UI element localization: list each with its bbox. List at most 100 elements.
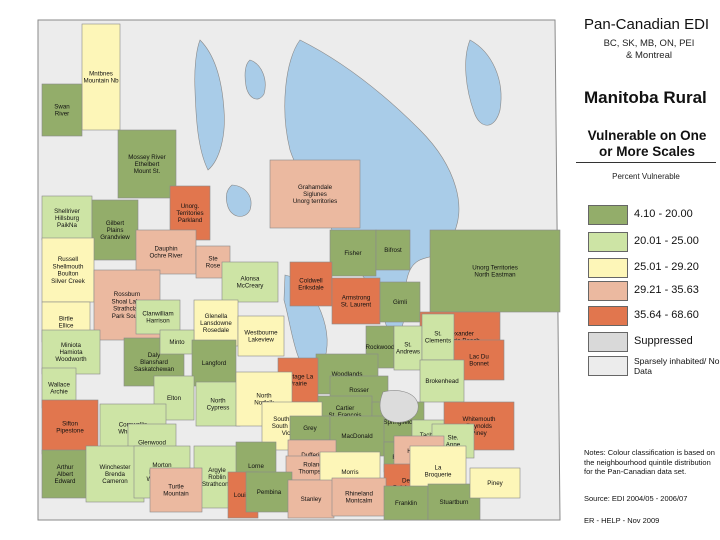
region: Minto [159, 329, 195, 355]
region-label-line: Piney [471, 430, 487, 437]
region-label-line: Morris [341, 469, 358, 476]
region-label-line: Mossey River [128, 154, 165, 161]
notes-text: Notes: Colour classification is based on… [584, 448, 715, 476]
region-label: Daly Blanshard Saskatchewan [134, 352, 175, 373]
region-label-line: Strathclair [113, 306, 141, 313]
region: Sifton Pipestone [41, 399, 99, 455]
region-label: Pembina [257, 489, 282, 496]
region: Rhineland Montcalm [331, 477, 387, 517]
region: St. Andrews [393, 325, 423, 371]
region: Gimli [379, 281, 421, 323]
region-shape [117, 129, 177, 199]
region-label-line: Boulton [58, 271, 80, 278]
report-subtitle: BC, SK, MB, ON, PEI & Montreal [594, 38, 704, 62]
region-label: La Broquerie [425, 464, 452, 478]
legend-item: 25.01 - 29.20 [588, 258, 720, 278]
legend-label: 4.10 - 20.00 [634, 208, 693, 220]
legend-label: 25.01 - 29.20 [634, 261, 699, 273]
report-title: Pan-Canadian EDI [584, 16, 710, 33]
region-label-line: Saskatchewan [134, 366, 175, 373]
region: Glenella Lansdowne Rosedale [193, 299, 239, 347]
region-label-line: Rossburn [114, 291, 141, 298]
region-label: Winchester Brenda Cameron [100, 464, 131, 485]
region-shape [245, 471, 293, 513]
region-label-line: Ethelbert [135, 161, 160, 168]
region-shape [81, 23, 121, 131]
region-label: Glenella Lansdowne Rosedale [200, 313, 232, 334]
region-label: Gimli [393, 299, 407, 306]
region-label: MacDonald [341, 433, 373, 440]
region: Brokenhead [419, 359, 465, 403]
region-label: Ste. Anne [446, 434, 461, 448]
title-divider [576, 162, 716, 163]
region-label-line: Franklin [395, 500, 418, 507]
region-label: Coldwell Eriksdale [298, 277, 324, 291]
region-label-line: St. Laurent [341, 302, 372, 309]
region-label-line: Park South [112, 313, 143, 320]
region-label-line: Argyle [208, 467, 226, 474]
region-label: Clanwilliam Harrison [142, 310, 173, 324]
region-label-line: Rosser [349, 387, 369, 394]
region-shape [429, 229, 561, 313]
legend-label: 20.01 - 25.00 [634, 235, 699, 247]
region-label-line: Unorg territories [293, 198, 337, 205]
region-shape [287, 479, 335, 519]
region-label: Rhineland Montcalm [345, 490, 373, 504]
region-label-line: Ellice [59, 323, 74, 330]
region-label: Bifrost [384, 247, 402, 254]
region-label-line: Andrews [396, 349, 420, 356]
region-label-line: Arthur [57, 464, 74, 471]
region-label-line: Prairie [289, 381, 307, 388]
region-label: Portage La Prairie [283, 373, 314, 387]
legend-item: Sparsely inhabited/ No Data [588, 356, 720, 376]
region: Westbourne Lakeview [237, 315, 285, 357]
region-label-line: Parkland [178, 217, 203, 224]
region-label: Birtle Ellice [59, 315, 74, 329]
region-label-line: McCreary [237, 283, 265, 290]
legend-swatch [588, 281, 628, 301]
region-label-line: River [55, 111, 69, 118]
region-label-line: Alonsa [241, 275, 260, 282]
region-label-line: Siglunes [303, 191, 327, 198]
region-label: Fisher [344, 250, 361, 257]
legend-item: Suppressed [588, 332, 720, 352]
region-label-line: Pembina [257, 489, 282, 496]
region-shape [135, 229, 197, 275]
region: Mntbnes Mountain Nb [81, 23, 121, 131]
winnipeg-area [379, 390, 419, 423]
region-label-line: Wallace [48, 381, 70, 388]
region-label: Rossburn Shoal Lake Strathclair Park South [112, 291, 144, 320]
region: St. Clements [421, 313, 455, 361]
region-label-line: Shoal Lake [112, 298, 144, 305]
region: Mossey River Ethelbert Mount St. [117, 129, 177, 199]
region-label-line: Woodworth [55, 356, 87, 363]
legend-item: 35.64 - 68.60 [588, 306, 720, 326]
lake-dauphin [226, 184, 252, 217]
region-label: Mossey River Ethelbert Mount St. [128, 154, 165, 175]
region-label: Westbourne Lakeview [244, 329, 278, 343]
lake-cedar [244, 59, 266, 100]
legend-heading: Percent Vulnerable [612, 172, 680, 181]
region-label-line: Armstrong [342, 294, 371, 301]
region-label: Rockwood [366, 344, 395, 351]
region-shape [269, 159, 361, 229]
region-label-line: Grahamdale [298, 184, 333, 191]
region-label-line: Alexander [446, 330, 474, 337]
region-label-line: Louise [234, 492, 253, 499]
region-label-line: Shellriver [54, 208, 80, 215]
region: Coldwell Eriksdale [289, 261, 333, 307]
region: Pembina [245, 471, 293, 513]
region-label: Elton [167, 395, 182, 402]
region: MacDonald [329, 415, 385, 457]
lake-northeast [465, 39, 502, 126]
region-label-line: Ste. [447, 434, 458, 441]
region-shape [393, 325, 423, 371]
region-shape [195, 381, 241, 427]
legend-swatch [588, 232, 628, 252]
region-shape [91, 199, 139, 261]
region-shape [159, 329, 195, 355]
region-shape [383, 485, 429, 521]
region-label: North Cypress [207, 397, 230, 411]
region-label-line: Edward [55, 478, 77, 485]
